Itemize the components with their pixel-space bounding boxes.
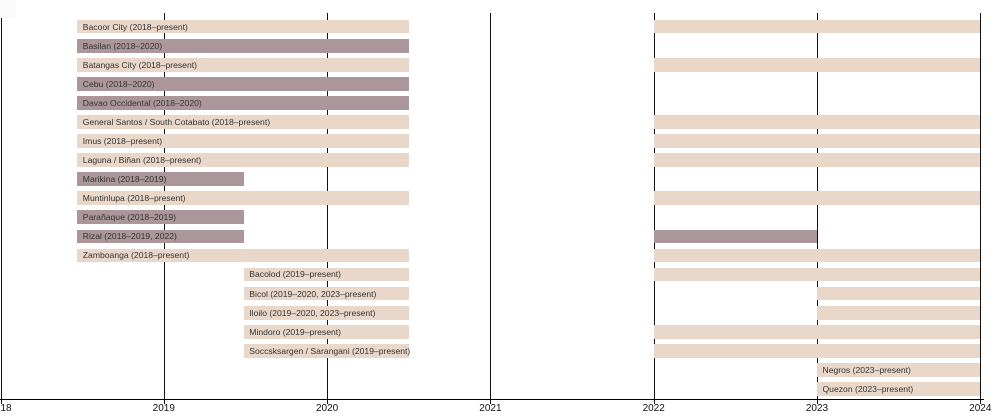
axis-tick-label-2022: 2022 bbox=[642, 403, 665, 414]
timeline-bar bbox=[653, 115, 981, 129]
timeline-bar bbox=[77, 210, 244, 225]
timeline-bar bbox=[243, 305, 409, 320]
timeline-bar bbox=[817, 363, 981, 377]
axis-tick-label-2019: 2019 bbox=[152, 403, 175, 414]
row-label: Bacoor City (2018–present) bbox=[82, 21, 188, 32]
gridline-2018 bbox=[0, 13, 2, 404]
timeline-bar bbox=[243, 343, 409, 358]
x-axis-line bbox=[0, 398, 984, 400]
row-label: General Santos / South Cotabato (2018–pr… bbox=[82, 116, 271, 127]
timeline-bar bbox=[77, 229, 244, 244]
row-label: Negros (2023–present) bbox=[822, 364, 911, 375]
timeline-bar bbox=[77, 96, 409, 110]
row-label: Soccsksargen / Sarangani (2019–present) bbox=[249, 345, 411, 356]
timeline-bar bbox=[77, 191, 409, 206]
timeline-bar bbox=[653, 19, 981, 34]
timeline-bar bbox=[77, 172, 244, 187]
timeline-bar bbox=[77, 19, 409, 34]
row-label: Bicol (2019–2020, 2023–present) bbox=[249, 288, 377, 299]
timeline-bar bbox=[77, 38, 409, 53]
timeline-bar bbox=[77, 134, 409, 148]
gridline-2024 bbox=[980, 13, 982, 404]
timeline-bar bbox=[653, 267, 981, 282]
row-label: Batangas City (2018–present) bbox=[82, 59, 197, 70]
gridline-2022 bbox=[653, 13, 655, 404]
timeline-bar bbox=[817, 382, 981, 396]
row-label: Laguna / Biñan (2018–present) bbox=[82, 155, 202, 166]
timeline-bar bbox=[77, 57, 409, 72]
timeline-bar bbox=[653, 191, 981, 206]
timeline-bar bbox=[77, 115, 409, 129]
row-label: Davao Occidental (2018–2020) bbox=[82, 97, 202, 108]
row-label: Quezon (2023–present) bbox=[822, 383, 914, 394]
row-label: Imus (2018–present) bbox=[82, 135, 163, 146]
axis-tick-label-2021: 2021 bbox=[479, 403, 502, 414]
row-label: Rizal (2018–2019, 2022) bbox=[82, 231, 177, 242]
timeline-bar bbox=[653, 343, 981, 358]
timeline-bar bbox=[653, 153, 981, 167]
row-label: Mindoro (2019–present) bbox=[249, 326, 342, 337]
gridline-2020 bbox=[327, 13, 329, 404]
timeline-bar bbox=[77, 153, 409, 167]
gridline-2023 bbox=[817, 13, 818, 404]
timeline-bar bbox=[77, 76, 409, 91]
row-label: Marikina (2018–2019) bbox=[82, 174, 167, 185]
row-label: Cebu (2018–2020) bbox=[82, 78, 155, 89]
row-label: Iloilo (2019–2020, 2023–present) bbox=[249, 307, 376, 318]
timeline-bar bbox=[243, 286, 409, 301]
timeline-bar bbox=[653, 229, 817, 244]
row-label: Muntinlupa (2018–present) bbox=[82, 193, 186, 204]
row-label: Zamboanga (2018–present) bbox=[82, 250, 190, 261]
timeline-bar bbox=[243, 324, 409, 339]
cropped-bar-fragment bbox=[0, 0, 16, 18]
timeline-bar bbox=[243, 267, 409, 282]
axis-tick-label-2018: 2018 bbox=[0, 403, 12, 414]
timeline-bar bbox=[653, 248, 981, 263]
gridline-2021 bbox=[490, 13, 492, 404]
timeline-bar bbox=[77, 248, 409, 263]
axis-tick-label-2023: 2023 bbox=[805, 403, 829, 414]
row-label: Bacolod (2019–present) bbox=[249, 269, 342, 280]
timeline-bar bbox=[817, 305, 981, 320]
timeline-bar bbox=[653, 324, 981, 339]
row-label: Parañaque (2018–2019) bbox=[82, 212, 176, 223]
timeline-bar bbox=[653, 134, 981, 148]
timeline-bar bbox=[653, 57, 981, 72]
timeline-bar bbox=[817, 286, 981, 301]
axis-tick-label-2024: 2024 bbox=[969, 403, 992, 414]
gridline-2019 bbox=[163, 13, 165, 404]
axis-tick-label-2020: 2020 bbox=[315, 403, 339, 414]
row-label: Basilan (2018–2020) bbox=[82, 40, 163, 51]
